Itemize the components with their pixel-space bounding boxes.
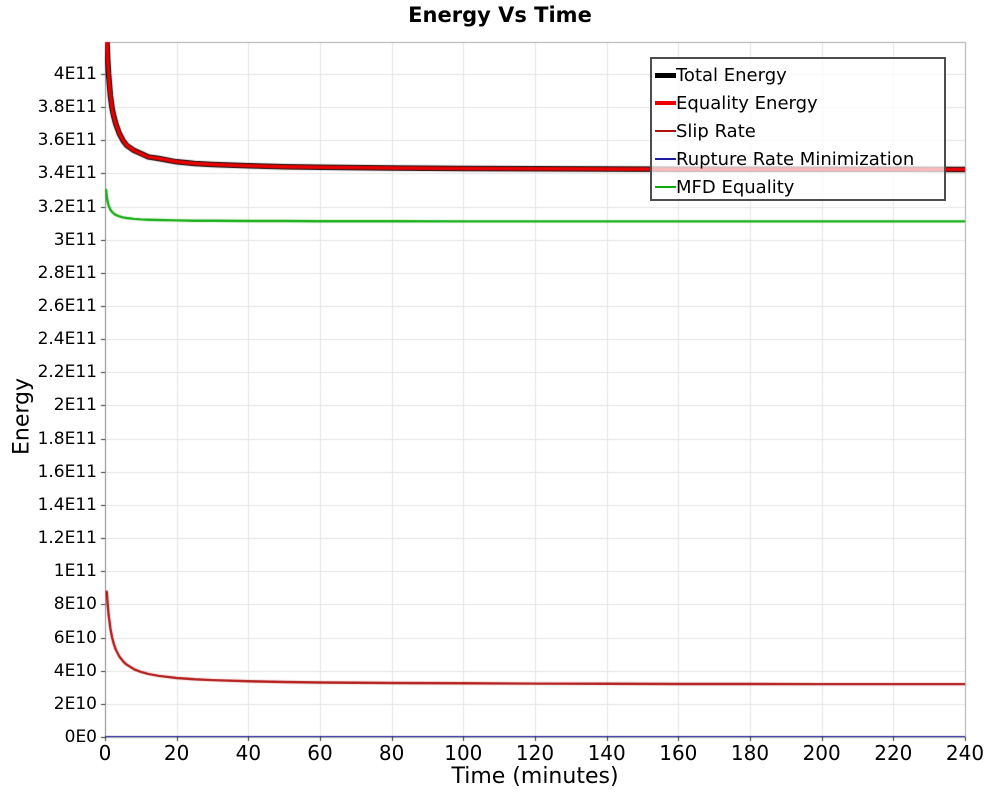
y-tick-label: 0E0 [64,727,97,747]
y-tick-label: 4E11 [53,63,97,84]
y-tick-label: 4E10 [53,660,97,681]
y-tick-label: 2.8E11 [37,262,97,283]
y-tick-label: 2E11 [53,395,97,416]
legend-item-label: Equality Energy [676,92,818,114]
x-tick-label: 140 [587,741,626,765]
legend-line-swatch [655,157,676,161]
x-tick-label: 200 [802,741,841,765]
y-tick-label: 3.2E11 [37,196,97,217]
x-tick-label: 240 [945,741,985,765]
y-tick-label: 1.4E11 [37,494,97,515]
y-tick-label: 3E11 [53,229,97,250]
y-tick-label: 3.4E11 [37,163,97,184]
y-tick-label: 3.6E11 [37,130,97,151]
legend-line-swatch [655,185,676,189]
y-tick-label: 1.6E11 [37,461,97,482]
x-tick-label: 60 [307,741,333,765]
legend-item: MFD Equality [655,173,944,201]
y-tick-label: 1E11 [53,561,97,582]
legend-item-label: Total Energy [676,64,787,86]
y-tick-label: 6E10 [53,627,97,648]
y-tick-label: 1.8E11 [37,428,97,449]
x-tick-label: 180 [730,741,770,765]
legend-item: Slip Rate [655,117,944,145]
legend: Total Energy Equality Energy Slip Rate Rupt… [650,57,946,201]
x-tick-label: 100 [444,741,483,765]
legend-line-swatch [655,72,676,78]
x-tick-label: 80 [378,741,405,765]
legend-item: Total Energy [655,61,944,89]
legend-item-label: Slip Rate [676,120,756,142]
x-tick-label: 20 [163,741,190,765]
y-tick-label: 3.8E11 [37,97,97,118]
x-tick-label: 40 [235,741,262,765]
x-axis-title: Time (minutes) [451,764,619,789]
y-tick-label: 2E10 [53,693,97,714]
legend-item-label: Rupture Rate Minimization [676,148,915,170]
x-tick-label: 160 [659,741,698,765]
x-tick-label: 0 [98,741,112,765]
y-tick-label: 1.2E11 [37,528,97,549]
y-tick-label: 2.2E11 [37,362,97,383]
y-tick-label: 2.6E11 [37,296,97,317]
legend-item: Rupture Rate Minimization [655,145,944,173]
legend-item: Equality Energy [655,89,944,117]
legend-line-swatch [655,129,676,133]
legend-line-swatch [655,101,676,105]
legend-item-label: MFD Equality [676,176,795,198]
y-tick-label: 2.4E11 [37,329,97,350]
chart-title: Energy Vs Time [408,3,592,27]
y-tick-label: 8E10 [53,594,97,615]
x-tick-label: 120 [515,741,555,765]
x-tick-label: 220 [874,741,913,765]
